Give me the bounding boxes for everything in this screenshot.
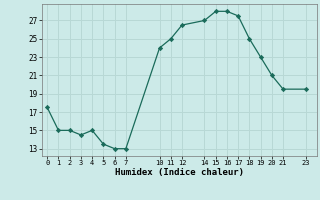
X-axis label: Humidex (Indice chaleur): Humidex (Indice chaleur) bbox=[115, 168, 244, 177]
